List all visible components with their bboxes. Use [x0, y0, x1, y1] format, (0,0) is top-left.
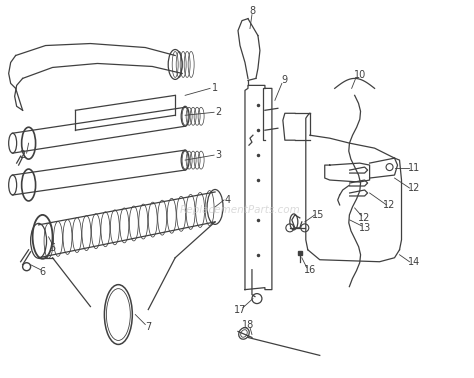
Text: 12: 12 [383, 200, 396, 210]
Text: 12: 12 [358, 213, 371, 223]
Text: 7: 7 [145, 322, 151, 333]
Text: 9: 9 [282, 75, 288, 85]
Text: 8: 8 [249, 6, 255, 15]
Text: ReplacementParts.com: ReplacementParts.com [180, 205, 301, 215]
Text: 4: 4 [225, 195, 231, 205]
Text: 3: 3 [215, 150, 221, 160]
Text: 5: 5 [49, 243, 55, 253]
Text: 13: 13 [358, 223, 371, 233]
Text: 12: 12 [408, 183, 420, 193]
Text: 1: 1 [212, 84, 218, 93]
Text: 2: 2 [215, 107, 221, 117]
Text: 2: 2 [19, 150, 26, 160]
Text: 6: 6 [39, 267, 46, 277]
Text: 10: 10 [354, 70, 366, 81]
Text: 17: 17 [234, 305, 246, 314]
Text: 15: 15 [311, 210, 324, 220]
Text: 16: 16 [304, 265, 316, 275]
Text: 14: 14 [409, 257, 420, 267]
Text: 11: 11 [409, 163, 420, 173]
Text: 18: 18 [242, 319, 254, 330]
